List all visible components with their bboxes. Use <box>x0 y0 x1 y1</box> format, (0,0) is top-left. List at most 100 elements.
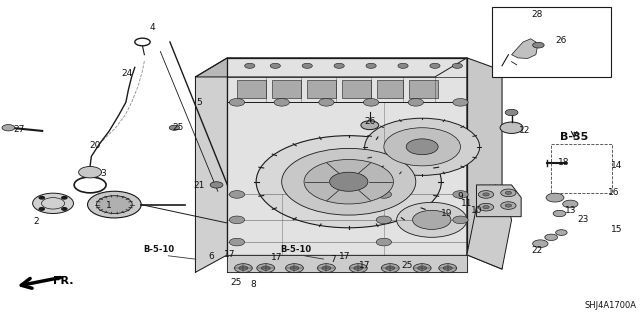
Circle shape <box>483 193 489 196</box>
Bar <box>551 144 612 193</box>
Circle shape <box>274 99 289 106</box>
Text: 10: 10 <box>470 206 482 215</box>
Circle shape <box>384 128 461 166</box>
Text: FR.: FR. <box>53 276 74 286</box>
Text: 17: 17 <box>339 252 350 261</box>
Text: 17: 17 <box>359 261 371 271</box>
Circle shape <box>430 63 440 68</box>
Text: 13: 13 <box>565 206 577 215</box>
Polygon shape <box>227 58 467 255</box>
Circle shape <box>439 264 457 272</box>
Text: 2: 2 <box>33 217 38 226</box>
Circle shape <box>234 264 252 272</box>
Circle shape <box>505 204 511 207</box>
Circle shape <box>39 208 44 210</box>
Bar <box>410 80 438 98</box>
Circle shape <box>2 124 15 131</box>
Circle shape <box>444 266 452 270</box>
Text: 17: 17 <box>271 254 282 263</box>
Text: 7: 7 <box>330 255 335 264</box>
Text: 25: 25 <box>230 278 241 287</box>
Text: 20: 20 <box>90 141 101 150</box>
Circle shape <box>553 210 566 217</box>
Text: B-35: B-35 <box>560 132 588 142</box>
Circle shape <box>546 193 564 202</box>
Polygon shape <box>195 58 467 77</box>
Circle shape <box>365 118 479 175</box>
Circle shape <box>304 160 394 204</box>
Circle shape <box>453 216 468 224</box>
Polygon shape <box>467 185 511 269</box>
Circle shape <box>170 125 179 130</box>
Circle shape <box>290 266 299 270</box>
Circle shape <box>322 266 331 270</box>
Text: 14: 14 <box>611 161 623 170</box>
Circle shape <box>563 200 578 208</box>
Circle shape <box>62 197 67 199</box>
Circle shape <box>239 266 248 270</box>
Circle shape <box>376 238 392 246</box>
Text: 4: 4 <box>150 23 156 32</box>
Circle shape <box>397 202 467 237</box>
Circle shape <box>532 42 544 48</box>
Circle shape <box>317 264 335 272</box>
Circle shape <box>413 210 451 229</box>
Circle shape <box>406 139 438 155</box>
Text: 15: 15 <box>611 225 623 234</box>
Circle shape <box>257 264 275 272</box>
Text: B-5-10: B-5-10 <box>280 245 311 254</box>
Bar <box>272 80 301 98</box>
Circle shape <box>453 191 468 198</box>
Circle shape <box>229 99 244 106</box>
Text: 19: 19 <box>441 209 452 218</box>
Bar <box>342 80 371 98</box>
Text: 25: 25 <box>173 123 184 132</box>
Text: 25: 25 <box>401 261 413 271</box>
Circle shape <box>478 203 493 211</box>
Bar <box>237 80 266 98</box>
Circle shape <box>413 264 431 272</box>
Circle shape <box>229 238 244 246</box>
Text: 8: 8 <box>250 279 256 288</box>
Text: 21: 21 <box>193 181 204 190</box>
Circle shape <box>408 99 424 106</box>
Text: 28: 28 <box>531 11 543 19</box>
Text: 26: 26 <box>556 36 567 45</box>
Polygon shape <box>467 58 502 269</box>
Circle shape <box>500 189 516 197</box>
Circle shape <box>79 167 102 178</box>
Polygon shape <box>511 39 537 58</box>
Text: 6: 6 <box>209 252 214 261</box>
Circle shape <box>210 182 223 188</box>
Circle shape <box>62 208 67 210</box>
Circle shape <box>285 264 303 272</box>
Text: 18: 18 <box>558 158 570 167</box>
Circle shape <box>366 63 376 68</box>
Circle shape <box>532 240 548 248</box>
Text: B-5-10: B-5-10 <box>143 245 175 254</box>
Circle shape <box>398 63 408 68</box>
Circle shape <box>229 216 244 224</box>
Circle shape <box>505 109 518 116</box>
Circle shape <box>478 191 493 198</box>
Circle shape <box>39 197 44 199</box>
Circle shape <box>319 99 334 106</box>
Circle shape <box>376 216 392 224</box>
Circle shape <box>452 63 463 68</box>
Circle shape <box>33 193 74 213</box>
Circle shape <box>418 266 427 270</box>
Circle shape <box>556 230 567 235</box>
Text: SHJ4A1700A: SHJ4A1700A <box>584 301 636 310</box>
Circle shape <box>545 234 557 241</box>
Polygon shape <box>195 58 227 272</box>
Circle shape <box>505 191 511 195</box>
Circle shape <box>282 148 416 215</box>
Text: 11: 11 <box>461 199 472 208</box>
Text: 1: 1 <box>106 201 112 210</box>
Circle shape <box>97 196 132 213</box>
Circle shape <box>500 202 516 209</box>
Bar <box>492 7 611 77</box>
Circle shape <box>453 99 468 106</box>
Circle shape <box>381 264 399 272</box>
Text: 5: 5 <box>196 98 202 107</box>
